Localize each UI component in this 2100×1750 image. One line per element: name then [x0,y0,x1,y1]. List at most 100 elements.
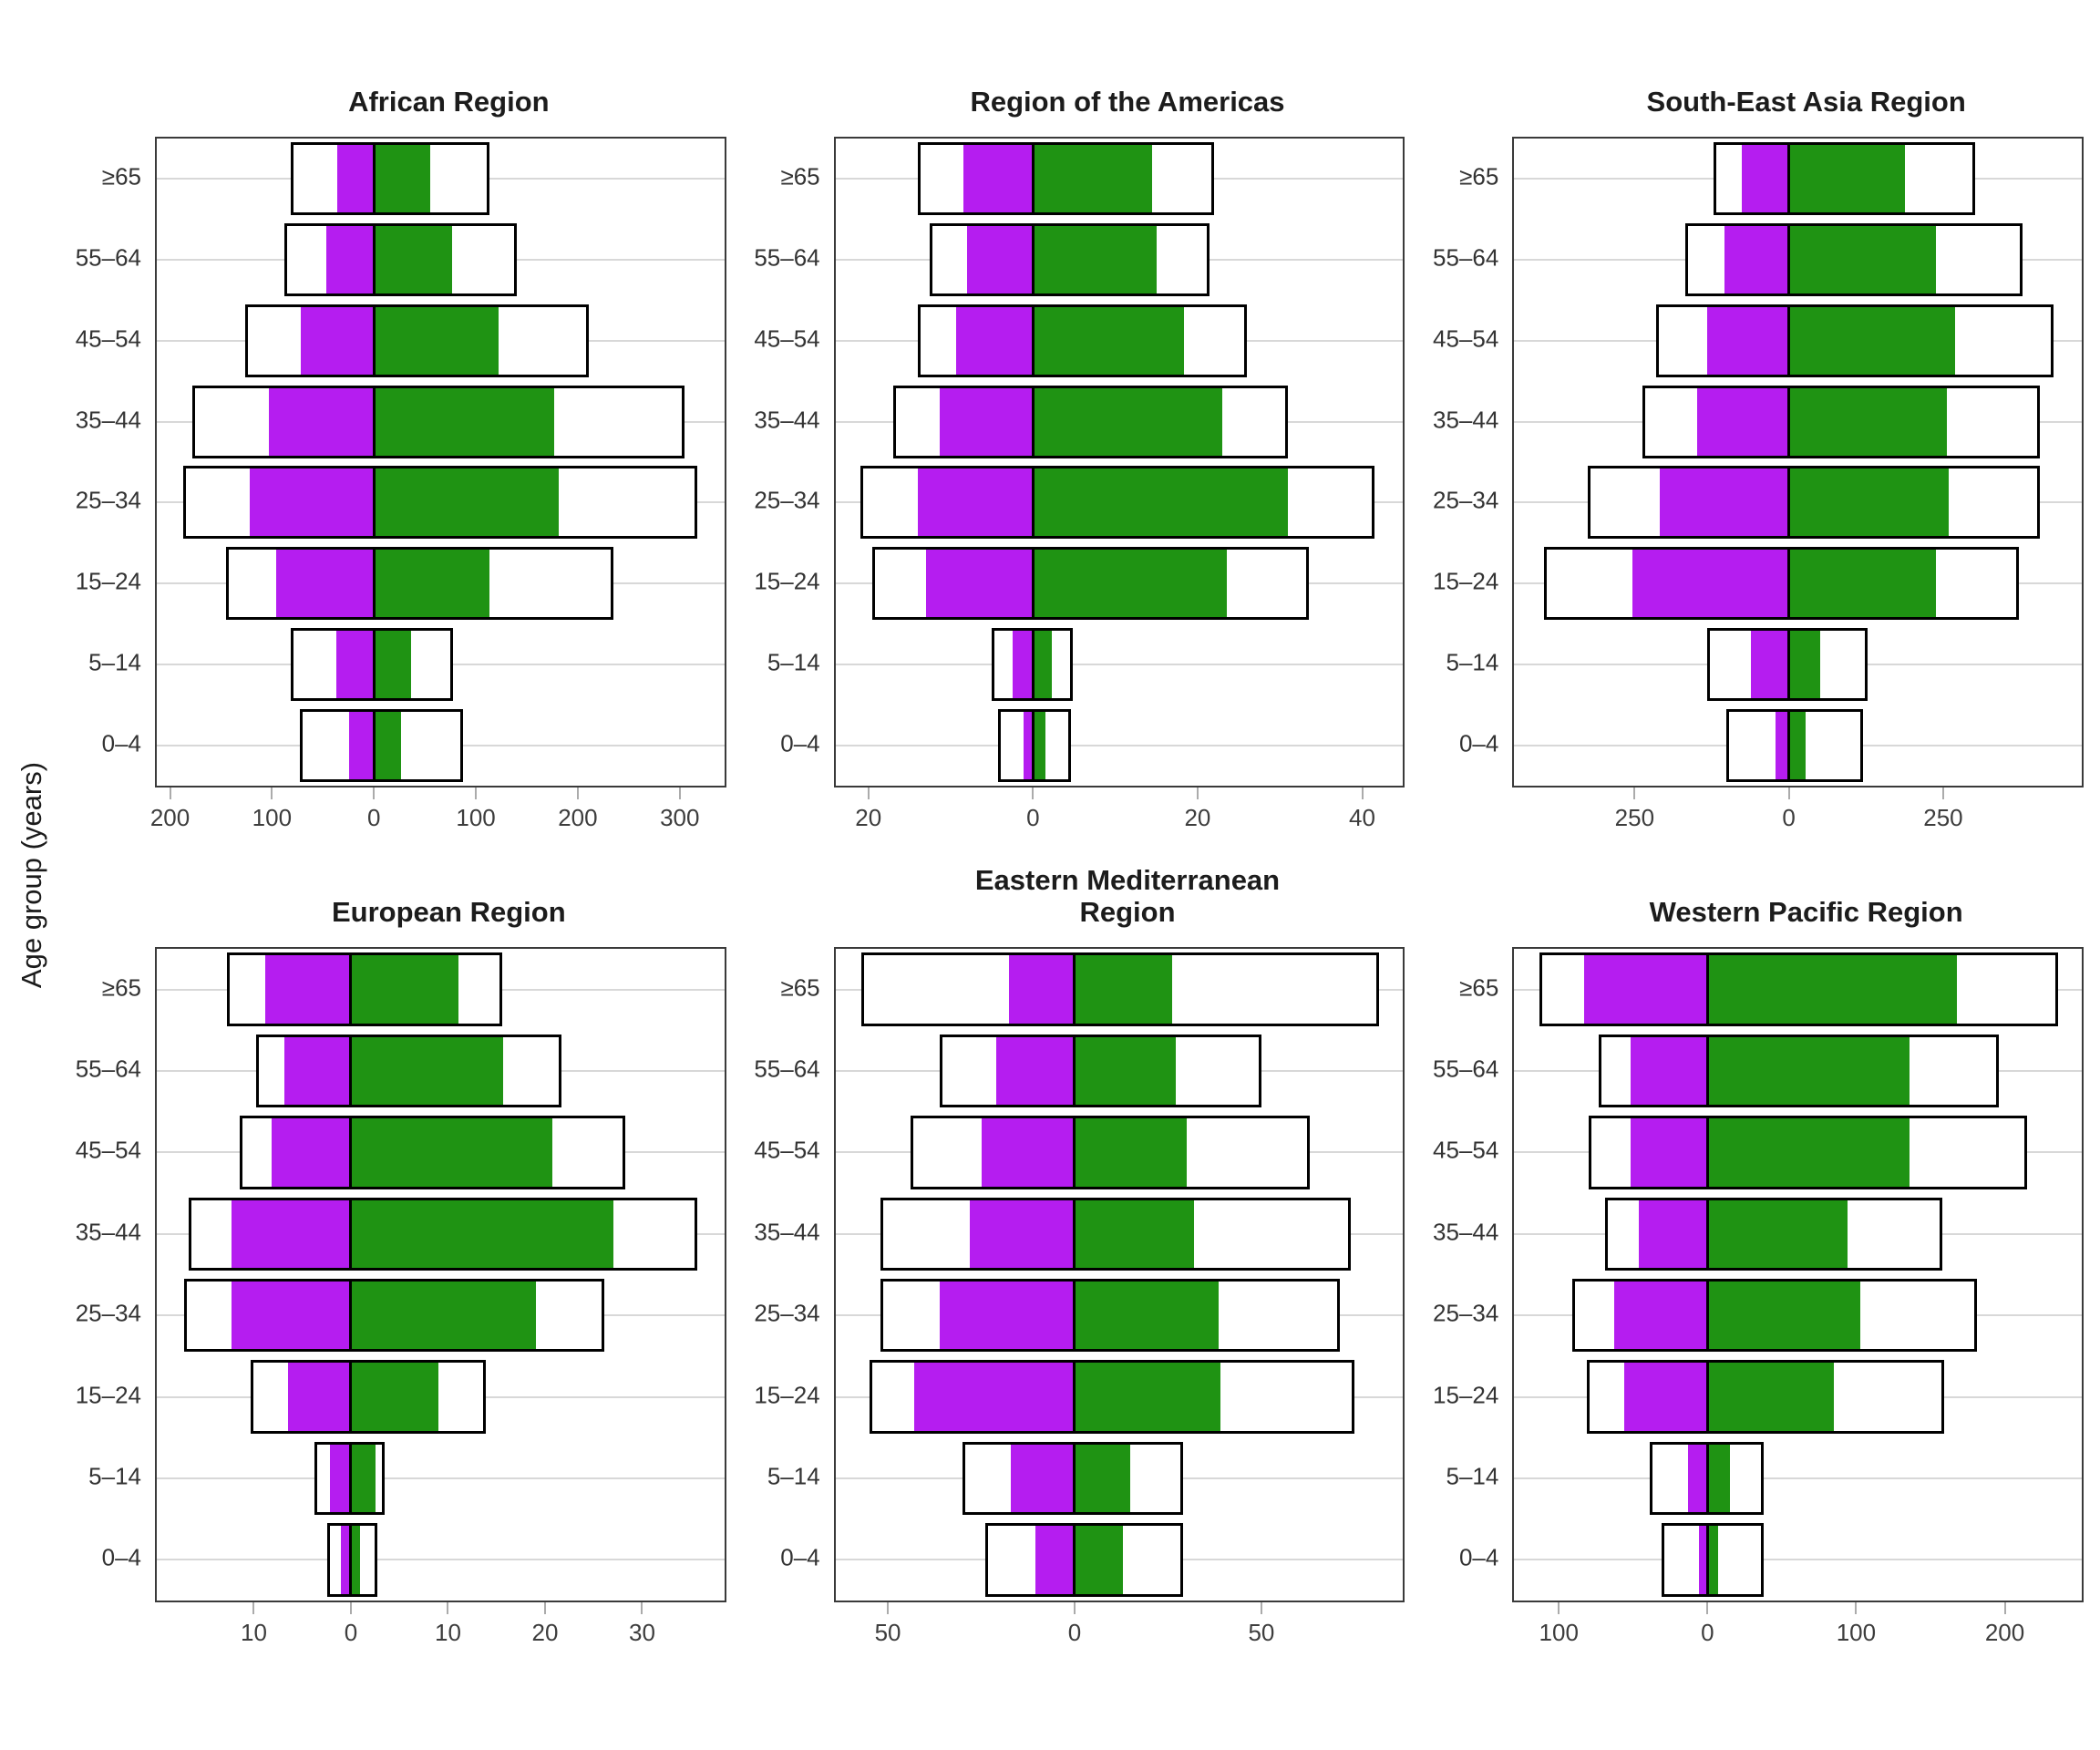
bar-zero-divider [372,627,376,701]
bar-zero-divider [1705,1441,1709,1516]
bar-zero-divider [372,708,376,782]
category-gridline [157,1477,725,1479]
bar-zero-divider [1073,1034,1076,1108]
x-axis-tick-label: 20 [1184,804,1211,831]
bar-zero-divider [372,223,376,297]
age-group-axis: ≥65 55–64 45–54 35–44 25–34 15–24 5–14 0–4 [743,947,834,1659]
bar-fill-right [1707,1526,1718,1594]
bar-fill-right [1033,226,1157,294]
bar-zero-divider [1705,1197,1709,1271]
bar-fill-left [1639,1199,1708,1269]
plot-area [833,947,1405,1602]
bar-fill-right [1074,1281,1219,1350]
bar-fill-left [329,1444,351,1513]
age-group-label: 35–44 [75,406,141,434]
age-group-label: 0–4 [780,1543,820,1571]
age-group-label: ≥65 [780,973,820,1002]
bar-zero-divider [1705,1523,1709,1597]
panel-title: Eastern Mediterranean Region [974,863,1281,929]
age-group-label: 55–64 [754,1055,820,1083]
bar-zero-divider [372,547,376,621]
category-gridline [157,1559,725,1561]
y-axis-title-column: Age group (years) [0,0,64,1750]
bar-zero-divider [349,1278,353,1353]
bar-fill-left [341,1526,351,1594]
age-group-label: 15–24 [75,1381,141,1409]
bar-fill-left [1624,1363,1708,1431]
age-group-label: 35–44 [75,1218,141,1246]
bar-zero-divider [1073,952,1076,1026]
plot-wrap: 20 0 20 40 [833,137,1405,844]
x-axis-tick-label: 30 [629,1619,655,1646]
category-gridline [835,663,1404,665]
age-group-label: 55–64 [75,243,141,272]
bar-fill-right [374,630,411,698]
bar-fill-left [1035,1526,1075,1594]
bar-fill-left [913,1363,1075,1431]
plot-area [155,137,726,788]
age-group-label: ≥65 [1459,973,1499,1002]
bar-fill-left [1012,630,1034,698]
x-axis-tick [1633,788,1636,799]
x-axis-tick-label: 100 [1539,1619,1579,1646]
bar-fill-left [1688,1444,1708,1513]
x-axis-tick-label: 200 [149,804,190,831]
bar-zero-divider [349,1441,353,1516]
x-axis-tick [1260,1602,1262,1614]
x-axis-tick [1196,788,1199,799]
bar-fill-left [1630,1036,1708,1106]
bar-zero-divider [1787,708,1791,782]
age-group-label: 0–4 [1458,1543,1499,1571]
x-axis-tick-label: 100 [456,804,496,831]
x-axis-tick [1073,1602,1076,1614]
age-group-label: 5–14 [1446,648,1499,676]
bar-fill-left [1775,711,1789,779]
bar-fill-right [1707,955,1958,1024]
age-group-label: 45–54 [754,324,820,353]
x-axis-tick [349,1602,352,1614]
bar-fill-right [1033,145,1153,213]
plot-wrap: 10 0 10 20 30 [155,947,726,1659]
age-group-label: 45–54 [1433,324,1499,353]
age-group-label: 35–44 [1433,1218,1499,1246]
y-axis-title: Age group (years) [15,761,47,989]
panel-title-block: Region of the Americas [743,0,1422,137]
x-axis-tick [1706,1602,1709,1614]
age-group-label: 25–34 [1433,486,1499,514]
bar-fill-right [350,1363,438,1431]
x-axis-tick-label: 10 [241,1619,267,1646]
bar-fill-right [350,1199,613,1269]
bar-zero-divider [349,1197,353,1271]
bar-fill-left [325,226,375,294]
category-gridline [1514,1559,2082,1561]
bar-zero-divider [1031,547,1035,621]
x-axis-tick-label: 20 [855,804,882,831]
x-axis-tick-label: 250 [1614,804,1655,831]
panel-eastern-mediterranean-region: Eastern Mediterranean Region ≥65 55–64 45–… [743,852,1422,1659]
x-axis-tick [1941,788,1944,799]
x-axis-tick [1558,1602,1560,1614]
panel-body: ≥65 55–64 45–54 35–44 25–34 15–24 5–14 0–4 50 0 5… [743,947,1422,1659]
bar-fill-left [283,1036,351,1106]
x-axis-tick-label: 200 [1984,1619,2025,1646]
bar-fill-right [1074,1444,1131,1513]
bar-zero-divider [372,466,376,540]
bar-fill-right [1033,468,1289,537]
bar-fill-right [1788,145,1905,213]
bar-fill-left [956,306,1034,375]
x-axis-tick-label: 200 [558,804,598,831]
bar-fill-right [1074,955,1172,1024]
bar-fill-right [374,711,402,779]
age-group-label: 5–14 [88,1462,141,1490]
bar-fill-right [1033,630,1053,698]
bar-fill-left [232,1281,351,1350]
x-axis: 100 0 100 200 [1512,1602,2084,1659]
bar-zero-divider [1073,1197,1076,1271]
age-group-label: 55–64 [1433,1055,1499,1083]
age-group-label: 25–34 [754,486,820,514]
age-group-axis: ≥65 55–64 45–54 35–44 25–34 15–24 5–14 0–4 [743,137,834,844]
bar-fill-right [1707,1444,1730,1513]
age-group-axis: ≥65 55–64 45–54 35–44 25–34 15–24 5–14 0–4 [1421,947,1512,1659]
bar-fill-right [1033,387,1222,456]
bar-zero-divider [1031,627,1035,701]
